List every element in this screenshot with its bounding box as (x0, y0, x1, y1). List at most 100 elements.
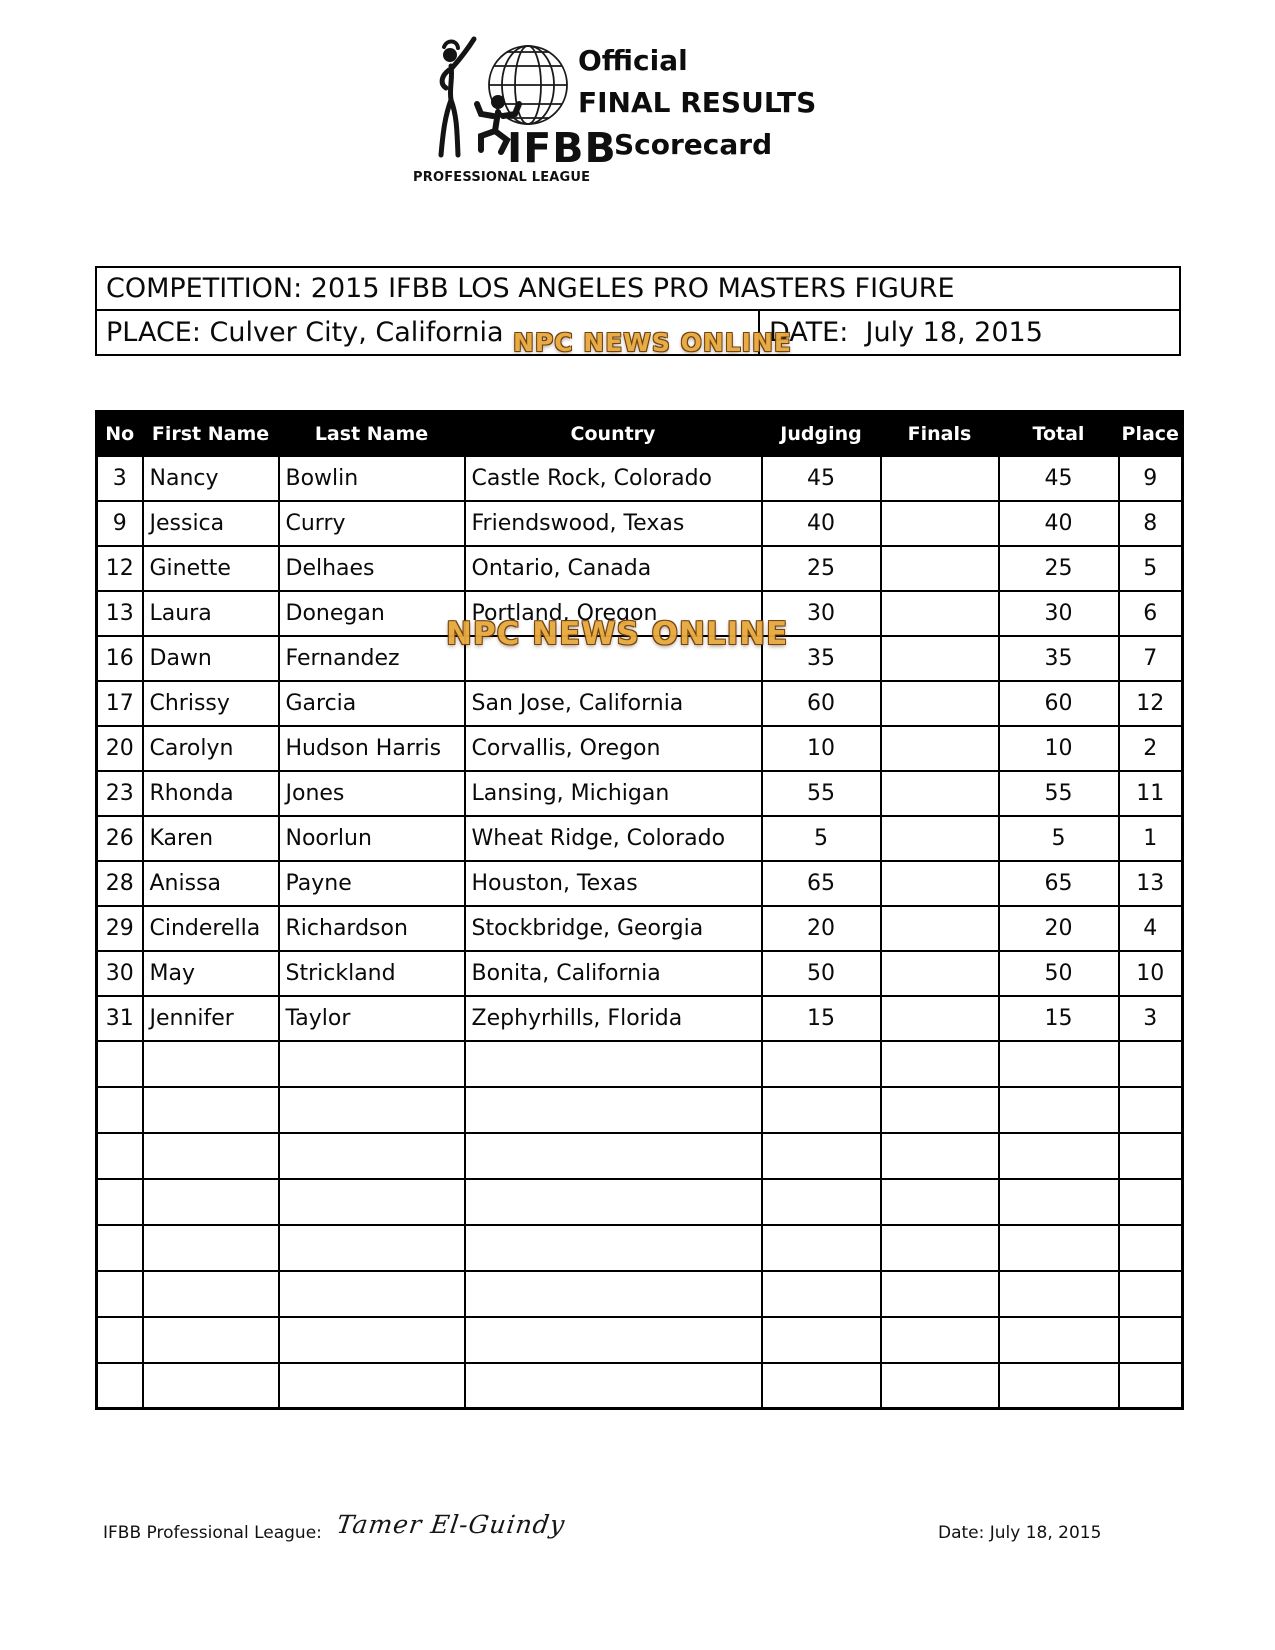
cell-empty (141, 1361, 280, 1410)
cell-finals (879, 544, 1000, 592)
cell-no: 9 (95, 499, 144, 547)
cell-empty (1117, 1177, 1184, 1226)
cell-first: Ginette (141, 544, 280, 592)
cell-last: Taylor (277, 994, 466, 1042)
cell-last: Fernandez (277, 634, 466, 682)
cell-total: 50 (997, 949, 1120, 997)
col-header-last: Last Name (277, 410, 466, 457)
cell-country: Houston, Texas (463, 859, 763, 907)
cell-finals (879, 769, 1000, 817)
cell-empty (277, 1085, 466, 1134)
cell-judging: 20 (760, 904, 882, 952)
cell-place: 2 (1117, 724, 1184, 772)
empty-row (95, 1223, 1184, 1272)
cell-no: 12 (95, 544, 144, 592)
empty-row (95, 1315, 1184, 1364)
cell-empty (997, 1177, 1120, 1226)
cell-no: 30 (95, 949, 144, 997)
cell-place: 12 (1117, 679, 1184, 727)
cell-first: Karen (141, 814, 280, 862)
cell-last: Richardson (277, 904, 466, 952)
cell-empty (997, 1085, 1120, 1134)
cell-first: Dawn (141, 634, 280, 682)
cell-empty (95, 1315, 144, 1364)
results-table: No First Name Last Name Country Judging … (95, 410, 1184, 1410)
cell-empty (463, 1269, 763, 1318)
cell-finals (879, 814, 1000, 862)
cell-judging: 60 (760, 679, 882, 727)
cell-judging: 50 (760, 949, 882, 997)
cell-empty (879, 1177, 1000, 1226)
cell-judging: 10 (760, 724, 882, 772)
cell-last: Jones (277, 769, 466, 817)
cell-place: 1 (1117, 814, 1184, 862)
cell-place: 13 (1117, 859, 1184, 907)
cell-finals (879, 949, 1000, 997)
cell-empty (879, 1085, 1000, 1134)
cell-empty (760, 1269, 882, 1318)
cell-empty (879, 1223, 1000, 1272)
cell-empty (879, 1361, 1000, 1410)
cell-judging: 40 (760, 499, 882, 547)
cell-total: 65 (997, 859, 1120, 907)
cell-empty (141, 1085, 280, 1134)
cell-total: 10 (997, 724, 1120, 772)
cell-empty (141, 1039, 280, 1088)
cell-empty (463, 1315, 763, 1364)
col-header-place: Place (1117, 410, 1184, 457)
cell-finals (879, 499, 1000, 547)
cell-no: 31 (95, 994, 144, 1042)
ifbb-globe-figures-icon (438, 36, 568, 158)
cell-empty (879, 1269, 1000, 1318)
cell-first: Laura (141, 589, 280, 637)
cell-empty (760, 1223, 882, 1272)
footer-signature: Tamer El-Guindy (334, 1510, 568, 1539)
cell-total: 5 (997, 814, 1120, 862)
cell-place: 10 (1117, 949, 1184, 997)
cell-empty (277, 1269, 466, 1318)
npc-news-online-watermark-table: NPC NEWS ONLINE (446, 616, 789, 652)
col-header-first: First Name (141, 410, 280, 457)
competition-date: DATE: July 18, 2015 (769, 317, 1043, 348)
result-row: 16 Dawn Fernandez 35 35 7 (95, 634, 1184, 682)
cell-country: Corvallis, Oregon (463, 724, 763, 772)
cell-finals (879, 724, 1000, 772)
result-row: 9 Jessica Curry Friendswood, Texas 40 40 8 (95, 499, 1184, 547)
cell-finals (879, 859, 1000, 907)
cell-empty (463, 1361, 763, 1410)
cell-empty (463, 1177, 763, 1226)
cell-judging: 55 (760, 769, 882, 817)
cell-empty (141, 1177, 280, 1226)
cell-total: 55 (997, 769, 1120, 817)
cell-empty (1117, 1361, 1184, 1410)
cell-empty (760, 1315, 882, 1364)
empty-row (95, 1361, 1184, 1410)
cell-empty (277, 1361, 466, 1410)
cell-total: 30 (997, 589, 1120, 637)
cell-empty (141, 1315, 280, 1364)
cell-empty (95, 1131, 144, 1180)
cell-empty (879, 1039, 1000, 1088)
cell-country: Stockbridge, Georgia (463, 904, 763, 952)
col-header-country: Country (463, 410, 763, 457)
competition-info-box: COMPETITION: 2015 IFBB LOS ANGELES PRO M… (95, 266, 1181, 356)
col-header-judging: Judging (760, 410, 882, 457)
cell-empty (1117, 1315, 1184, 1364)
cell-no: 13 (95, 589, 144, 637)
cell-judging: 45 (760, 454, 882, 502)
cell-empty (277, 1039, 466, 1088)
cell-first: May (141, 949, 280, 997)
cell-no: 26 (95, 814, 144, 862)
cell-empty (95, 1223, 144, 1272)
result-row: 26 Karen Noorlun Wheat Ridge, Colorado 5 5 1 (95, 814, 1184, 862)
cell-place: 7 (1117, 634, 1184, 682)
cell-total: 40 (997, 499, 1120, 547)
cell-finals (879, 679, 1000, 727)
cell-country: Castle Rock, Colorado (463, 454, 763, 502)
cell-judging: 30 (760, 589, 882, 637)
cell-judging: 15 (760, 994, 882, 1042)
result-row: 30 May Strickland Bonita, California 50 50 10 (95, 949, 1184, 997)
footer-date: Date: July 18, 2015 (938, 1523, 1102, 1543)
cell-place: 8 (1117, 499, 1184, 547)
